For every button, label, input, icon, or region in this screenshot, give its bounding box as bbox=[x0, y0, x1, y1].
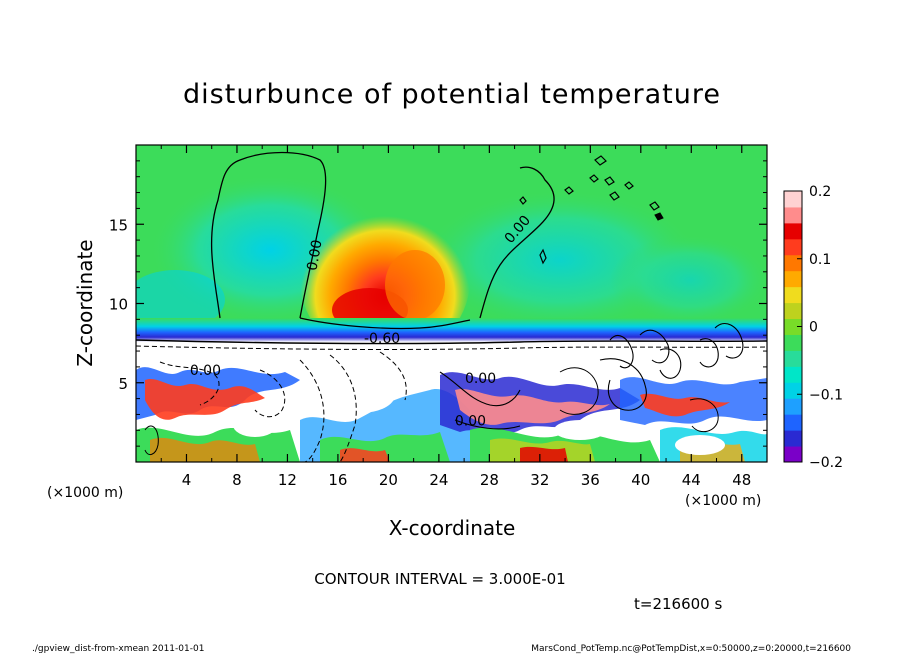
colorbar-swatch bbox=[784, 382, 802, 399]
footer-right: MarsCond_PotTemp.nc@PotTempDist,x=0:5000… bbox=[531, 644, 851, 654]
colorbar-swatch bbox=[784, 446, 802, 463]
colorbar-swatch bbox=[784, 334, 802, 351]
y-axis-ticks: 5 10 15 bbox=[109, 160, 767, 447]
y-tick-label: 5 bbox=[118, 375, 128, 393]
x-axis-label: X-coordinate bbox=[389, 516, 516, 540]
colorbar-swatch bbox=[784, 254, 802, 272]
x-tick-label: 44 bbox=[682, 471, 701, 489]
colorbar-swatch bbox=[784, 414, 802, 431]
colorbar-swatch bbox=[784, 270, 802, 288]
x-tick-label: 32 bbox=[530, 471, 549, 489]
colorbar-swatch bbox=[784, 222, 802, 240]
colorbar-swatch bbox=[784, 302, 802, 320]
contour-label: 0.00 bbox=[190, 363, 221, 379]
contour-label: -0.60 bbox=[364, 331, 400, 347]
x-tick-label: 16 bbox=[328, 471, 347, 489]
colorbar-tick-label: 0 bbox=[809, 320, 818, 336]
x-tick-label: 40 bbox=[631, 471, 650, 489]
y-tick-label: 15 bbox=[109, 216, 128, 234]
contour-interval-text: CONTOUR INTERVAL = 3.000E-01 bbox=[314, 570, 565, 588]
contour-label: 0.00 bbox=[455, 414, 486, 430]
y-tick-label: 10 bbox=[109, 296, 128, 314]
x-tick-label: 8 bbox=[232, 471, 242, 489]
colorbar-swatch bbox=[784, 430, 802, 447]
chart-title: disturbunce of potential temperature bbox=[183, 79, 721, 110]
x-axis-unit-left: (×1000 m) bbox=[47, 485, 123, 501]
footer-left: ./gpview_dist-from-xmean 2011-01-01 bbox=[32, 644, 204, 654]
heatmap-field bbox=[136, 145, 767, 462]
contour-label: 0.00 bbox=[465, 371, 496, 387]
colorbar-ticks: 0.2 0.1 0 −0.1 −0.2 bbox=[797, 184, 843, 471]
colorbar-swatch bbox=[784, 191, 802, 208]
x-tick-label: 48 bbox=[732, 471, 751, 489]
contour-label: 0.00 bbox=[304, 239, 325, 272]
colorbar bbox=[784, 191, 802, 463]
colorbar-swatch bbox=[784, 398, 802, 415]
colorbar-tick-label: −0.2 bbox=[809, 455, 843, 471]
colorbar-swatch bbox=[784, 318, 802, 335]
x-axis-unit-right: (×1000 m) bbox=[685, 493, 761, 509]
colorbar-tick-label: 0.1 bbox=[809, 252, 831, 268]
colorbar-swatch bbox=[784, 286, 802, 304]
colorbar-swatch bbox=[784, 206, 802, 224]
colorbar-swatch bbox=[784, 350, 802, 367]
x-tick-label: 28 bbox=[480, 471, 499, 489]
x-tick-label: 4 bbox=[182, 471, 192, 489]
x-tick-label: 20 bbox=[379, 471, 398, 489]
x-tick-label: 36 bbox=[581, 471, 600, 489]
colorbar-tick-label: −0.1 bbox=[809, 387, 843, 403]
x-tick-label: 12 bbox=[278, 471, 297, 489]
x-tick-label: 24 bbox=[429, 471, 448, 489]
x-axis-ticks: 4 8 12 16 20 24 28 32 36 40 44 48 bbox=[160, 145, 751, 489]
colorbar-tick-label: 0.2 bbox=[809, 184, 831, 200]
time-text: t=216600 s bbox=[634, 595, 722, 613]
colorbar-swatch bbox=[784, 238, 802, 256]
colorbar-swatch bbox=[784, 366, 802, 383]
y-axis-label: Z-coordinate bbox=[73, 239, 97, 366]
